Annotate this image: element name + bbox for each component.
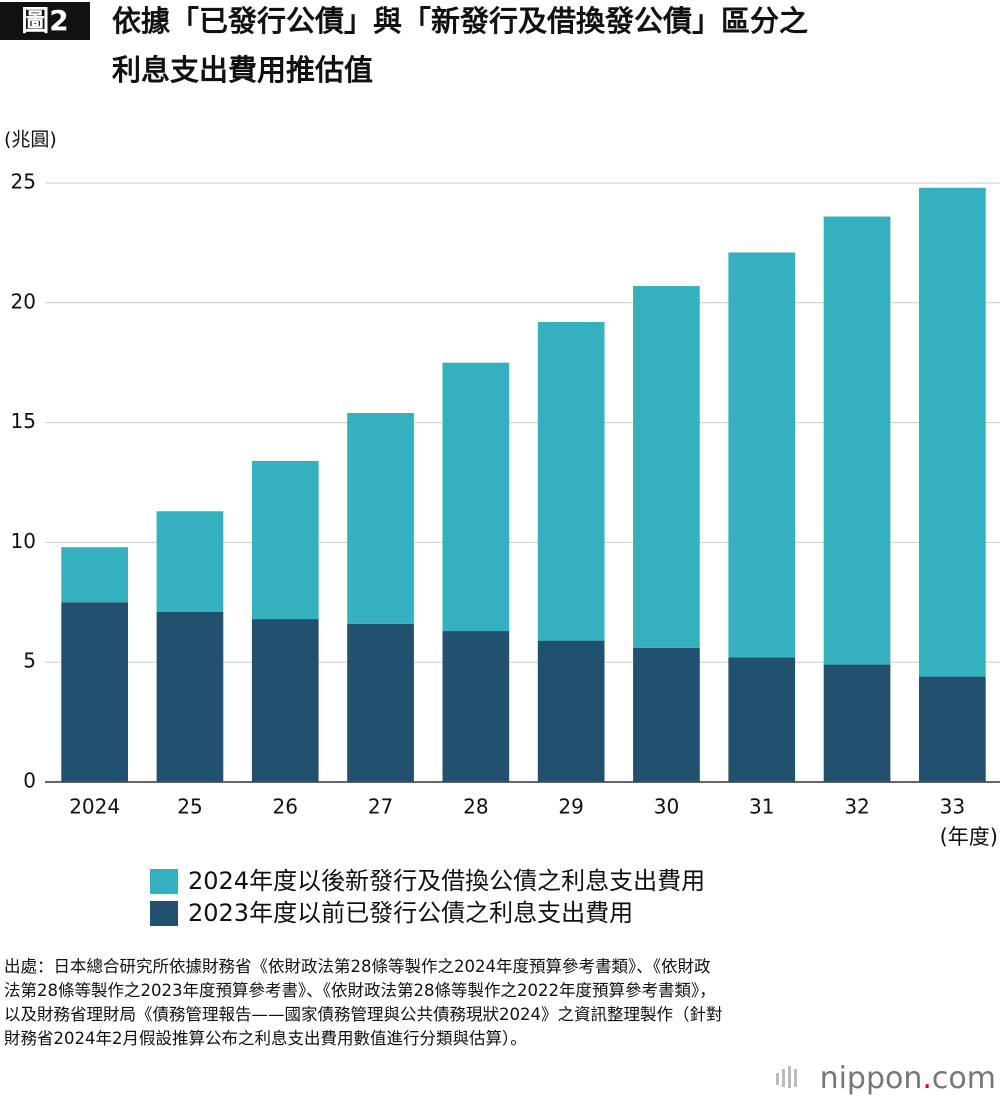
bar-segment: [633, 286, 700, 648]
legend-label: 2023年度以前已發行公債之利息支出費用: [188, 899, 633, 927]
x-tick-label: 33: [940, 795, 965, 819]
bar-segment: [347, 623, 414, 782]
bar-segment: [918, 676, 986, 782]
chart-title: 依據「已發行公債」與「新發行及借換發公債」區分之: [112, 4, 808, 38]
y-axis-label: (兆圓): [4, 129, 57, 151]
legend-label: 2024年度以後新發行及借換公債之利息支出費用: [188, 867, 705, 895]
y-tick-label: 25: [11, 170, 36, 194]
x-tick-label: 25: [177, 795, 202, 819]
x-axis-label: (年度): [940, 825, 998, 849]
legend-swatch: [150, 901, 178, 926]
bar-segment: [823, 216, 891, 665]
bar-segment: [918, 187, 986, 677]
x-tick-label: 28: [463, 795, 488, 819]
bar-segment: [347, 413, 414, 624]
bar-segment: [728, 657, 796, 782]
bar-segment: [633, 647, 700, 782]
y-tick-label: 5: [23, 649, 36, 673]
x-tick-label: 29: [558, 795, 583, 819]
logo: nippon.com: [820, 1061, 996, 1096]
bar-segment: [156, 611, 224, 782]
y-tick-label: 15: [11, 409, 36, 433]
x-tick-label: 31: [749, 795, 774, 819]
x-tick-label: 30: [654, 795, 679, 819]
bar-segment: [537, 640, 605, 782]
bar-segment: [728, 252, 796, 658]
legend-swatch: [150, 869, 178, 894]
y-tick-label: 20: [11, 289, 36, 313]
logo-part: com: [932, 1061, 996, 1096]
bar-segment: [442, 631, 510, 782]
logo-part: nippon: [820, 1061, 923, 1096]
bar-segment: [251, 619, 319, 782]
bar-segment: [537, 321, 605, 641]
badge: 圖2: [21, 4, 68, 37]
y-tick-label: 0: [23, 769, 36, 793]
logo-part: .: [922, 1061, 932, 1096]
logo-icon: [776, 1066, 797, 1088]
chart-title: 利息支出費用推估值: [112, 53, 373, 87]
bar-segment: [442, 362, 510, 632]
x-tick-label: 2024: [69, 795, 120, 819]
badge-box: [0, 2, 90, 40]
x-tick-label: 26: [273, 795, 298, 819]
bar-segment: [251, 460, 319, 620]
bar-segment: [61, 602, 129, 782]
bar-segment: [823, 664, 891, 782]
y-tick-label: 10: [11, 529, 36, 553]
source-note: 出處：日本總合研究所依據財務省《依財政法第28條等製作之2024年度預算參考書類…: [4, 957, 723, 1048]
x-tick-label: 27: [368, 795, 393, 819]
bar-segment: [61, 547, 129, 603]
bar-segment: [156, 511, 224, 612]
x-tick-label: 32: [844, 795, 869, 819]
